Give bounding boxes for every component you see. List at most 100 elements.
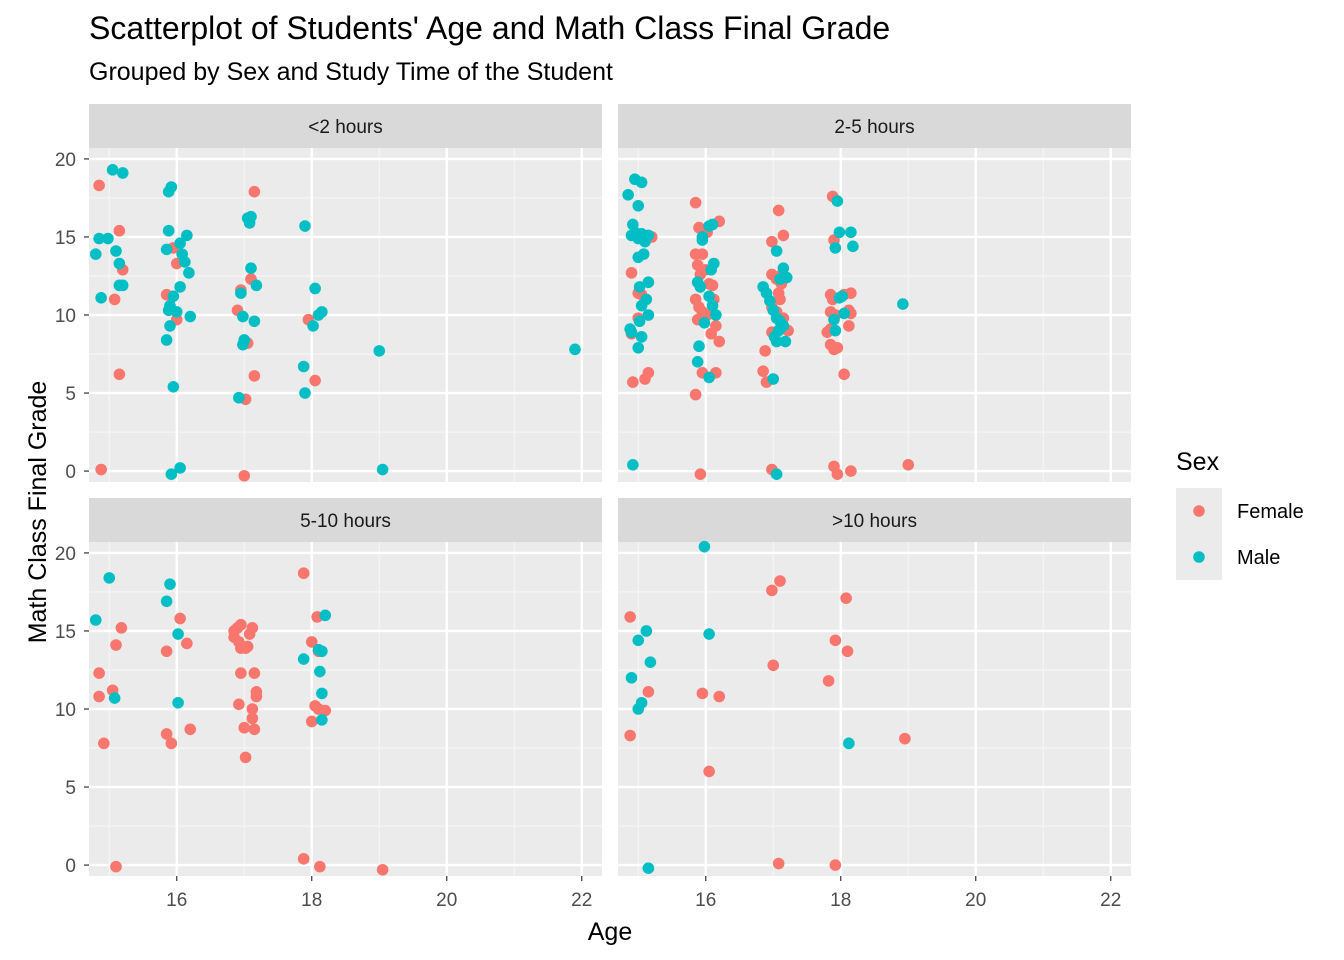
data-point-male: [770, 468, 783, 480]
data-point-female: [774, 575, 786, 587]
data-point-female: [767, 659, 780, 672]
data-point-female: [250, 690, 263, 703]
data-point-male: [164, 578, 176, 590]
data-point-female: [822, 675, 835, 687]
data-point-male: [637, 248, 650, 260]
legend-key-point: [1193, 551, 1205, 563]
data-point-female: [238, 469, 251, 482]
data-point-female: [841, 645, 854, 658]
data-point-male: [698, 317, 711, 329]
data-point-female: [93, 179, 105, 192]
data-point-male: [113, 257, 126, 270]
data-point-male: [642, 276, 655, 289]
facet-strip-label: 5-10 hours: [300, 511, 391, 532]
data-point-female: [238, 721, 251, 734]
data-point-male: [833, 226, 846, 239]
data-point-male: [691, 356, 704, 368]
x-tick-label: 20: [965, 890, 986, 911]
data-point-male: [237, 338, 249, 351]
data-point-male: [632, 341, 645, 354]
y-tick-label: 10: [55, 306, 76, 327]
data-point-male: [780, 271, 793, 284]
data-point-male: [829, 242, 842, 254]
y-tick-label: 0: [65, 462, 76, 483]
data-point-female: [246, 712, 259, 725]
data-point-female: [174, 612, 186, 625]
data-point-male: [103, 572, 116, 584]
data-point-male: [847, 240, 859, 253]
y-tick-label: 5: [65, 778, 76, 799]
data-point-male: [170, 306, 183, 318]
data-point-female: [248, 370, 261, 382]
data-point-female: [899, 732, 911, 745]
data-point-female: [181, 637, 193, 650]
data-point-male: [116, 279, 129, 292]
data-point-female: [689, 388, 702, 401]
data-point-female: [108, 293, 121, 306]
data-point-male: [635, 331, 648, 343]
data-point-male: [181, 229, 193, 242]
data-point-female: [777, 229, 790, 242]
data-point-female: [305, 636, 318, 648]
data-point-female: [93, 667, 105, 679]
data-point-male: [373, 345, 386, 357]
data-point-female: [110, 860, 122, 873]
y-tick-label: 5: [65, 384, 76, 405]
data-point-female: [98, 737, 110, 750]
data-point-female: [696, 248, 709, 260]
data-point-male: [836, 290, 848, 303]
data-point-male: [183, 267, 195, 279]
data-point-male: [312, 309, 325, 321]
data-point-female: [93, 690, 105, 703]
data-point-male: [779, 335, 792, 348]
data-point-female: [829, 634, 842, 647]
data-point-female: [774, 293, 786, 306]
data-point-female: [233, 698, 245, 711]
data-point-male: [698, 540, 711, 553]
data-point-male: [116, 167, 129, 179]
data-point-female: [694, 468, 707, 480]
chart-subtitle: Grouped by Sex and Study Time of the Stu…: [89, 58, 613, 86]
chart-title: Scatterplot of Students' Age and Math Cl…: [89, 10, 891, 46]
facet-strip-label: <2 hours: [308, 117, 382, 138]
data-point-male: [106, 164, 119, 176]
data-point-male: [569, 343, 581, 356]
data-point-male: [635, 176, 648, 189]
data-point-female: [241, 640, 254, 653]
data-point-female: [713, 335, 726, 348]
legend-label-male: Male: [1237, 547, 1280, 569]
data-point-male: [314, 665, 326, 678]
data-point-male: [640, 625, 653, 637]
data-point-male: [297, 360, 310, 373]
data-point-female: [845, 465, 857, 477]
data-point-female: [248, 723, 261, 736]
data-point-male: [164, 320, 176, 332]
data-point-male: [633, 315, 646, 328]
data-point-female: [902, 459, 915, 471]
data-point-female: [689, 196, 702, 209]
data-point-female: [309, 374, 321, 387]
data-point-male: [174, 462, 186, 474]
data-point-male: [625, 671, 638, 684]
data-point-male: [777, 262, 790, 274]
data-point-male: [235, 287, 247, 299]
data-point-male: [627, 459, 639, 471]
data-point-female: [113, 224, 126, 237]
data-point-female: [772, 204, 785, 217]
data-point-male: [319, 609, 332, 622]
data-point-male: [764, 295, 776, 307]
data-point-male: [233, 391, 245, 404]
data-point-female: [838, 368, 850, 381]
data-point-male: [770, 335, 783, 348]
data-point-male: [299, 220, 311, 232]
data-point-male: [160, 243, 173, 256]
x-tick-label: 16: [166, 890, 187, 911]
data-point-female: [705, 327, 717, 340]
data-point-female: [845, 287, 857, 299]
data-point-male: [174, 237, 186, 250]
data-point-female: [829, 859, 842, 871]
data-point-female: [110, 639, 122, 651]
data-point-male: [829, 324, 842, 337]
data-point-male: [633, 281, 646, 293]
